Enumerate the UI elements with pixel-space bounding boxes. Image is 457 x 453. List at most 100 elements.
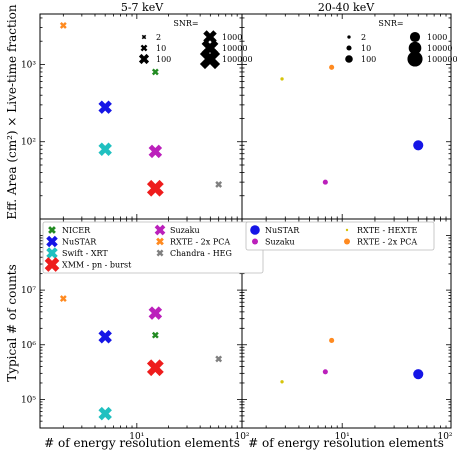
series-bottom-left (59, 295, 223, 421)
point-rxte-2x-pca (329, 64, 335, 70)
legend-marker (344, 238, 350, 245)
point-xmm-pn-burst (146, 359, 164, 377)
point-nicer (151, 331, 159, 339)
point-xmm-pn-burst-stroke-b (146, 359, 164, 377)
instrument-legend-right: NuSTAR Suzaku RXTE - HEXTE RXTE - 2x PCA (245, 221, 435, 251)
legend-marker-stroke-b (48, 226, 56, 234)
legend-marker (345, 228, 349, 232)
ylabel-bottom: Typical # of counts (5, 264, 19, 382)
point-nustar-stroke-b (98, 330, 112, 344)
snr-legend-marker (138, 53, 150, 65)
x-tick-label: 10² (437, 432, 452, 442)
snr-legend-marker-stroke-b (138, 53, 150, 65)
snr-legend-marker (409, 31, 421, 43)
legend-marker (154, 224, 166, 236)
snr-legend-label: 1000 (427, 33, 447, 42)
snr-legend-label: 2 (156, 33, 161, 42)
legend-label: NuSTAR (62, 238, 97, 247)
snr-legend-label: 100 (361, 55, 376, 64)
legend-label: RXTE - HEXTE (357, 226, 418, 235)
legend-label: Swift - XRT (62, 249, 108, 258)
xlabel-left: # of energy resolution elements (44, 436, 240, 450)
legend-marker (46, 247, 58, 259)
legend-marker (46, 235, 58, 248)
snr-legend-title: SNR= (378, 19, 403, 28)
snr-legend-right: SNR= 2 10 100 1000 10000 100000 (345, 19, 457, 67)
point-swift-xrt (98, 142, 112, 156)
snr-legend-left: SNR= 2 10 100 1000 10000 100000 (138, 19, 253, 70)
x-tick-label: 10¹ (129, 432, 144, 442)
snr-legend-label: 10 (156, 44, 166, 53)
legend-label: RXTE - 2x PCA (357, 238, 417, 247)
point-suzaku (148, 144, 163, 159)
snr-legend-marker (407, 51, 423, 67)
point-suzaku-stroke-b (148, 144, 163, 159)
point-suzaku (322, 179, 328, 185)
legend-label: NICER (62, 226, 91, 235)
y-tick-label: 10² (21, 138, 36, 148)
legend-marker (250, 225, 260, 235)
xlabel-right: # of energy resolution elements (248, 436, 444, 450)
point-rxte-2x-pca (59, 295, 67, 302)
legend-marker-stroke-b (46, 235, 58, 248)
legend-marker (156, 237, 164, 246)
snr-legend-marker (140, 44, 148, 52)
point-rxte-2x-pca-stroke-b (59, 22, 67, 29)
point-chandra-heg (215, 181, 223, 188)
legend-marker-stroke-b (156, 237, 164, 246)
point-suzaku-stroke-b (148, 306, 163, 320)
point-rxte-2x-pca (329, 337, 335, 343)
legend-marker (156, 249, 164, 257)
point-nicer-stroke-b (151, 331, 159, 339)
snr-legend-marker (141, 34, 147, 40)
legend-marker-stroke-b (156, 249, 164, 257)
point-rxte-2x-pca (59, 22, 67, 29)
legend-marker (44, 257, 60, 272)
snr-legend-marker (345, 55, 353, 63)
panel-frame-bottom-right (241, 218, 452, 429)
series-top-right (280, 64, 424, 185)
point-nustar (413, 369, 424, 380)
y-tick-label: 10⁶ (21, 341, 36, 351)
snr-legend-label: 1000 (222, 33, 242, 42)
panel-bottom-right (241, 218, 452, 429)
legend-label: Chandra - HEG (170, 249, 232, 258)
y-tick-label: 10⁷ (21, 286, 36, 296)
snr-legend-label: 100000 (427, 55, 457, 64)
series-top-left (59, 22, 223, 197)
x-tick-label: 10² (234, 432, 249, 442)
point-suzaku (148, 306, 163, 320)
y-tick-label: 10³ (21, 60, 36, 70)
point-nicer (151, 68, 159, 76)
snr-legend-marker (346, 45, 352, 51)
legend-label: Suzaku (265, 238, 295, 247)
snr-legend-marker (203, 30, 217, 44)
legend-label: NuSTAR (265, 226, 300, 235)
legend-label: XMM - pn - burst (62, 261, 132, 270)
ylabel-top: Eff. Area (cm²) × Live-time fraction (5, 4, 19, 220)
point-xmm-pn-burst (146, 179, 164, 197)
snr-legend-marker-stroke-b (140, 44, 148, 52)
point-rxte-hexte (280, 77, 284, 81)
snr-legend-marker (199, 48, 221, 70)
legend-marker-stroke-b (154, 224, 166, 236)
point-rxte-hexte (280, 380, 284, 384)
point-xmm-pn-burst-stroke-b (146, 179, 164, 197)
snr-legend-label: 100000 (222, 55, 253, 64)
x-tick-label: 10¹ (335, 432, 350, 442)
legend-marker (252, 238, 258, 245)
legend-label: Suzaku (170, 226, 200, 235)
snr-legend-marker-stroke-b (203, 30, 217, 44)
snr-legend-marker (347, 35, 351, 39)
point-swift-xrt-stroke-b (98, 406, 112, 421)
point-swift-xrt-stroke-b (98, 142, 112, 156)
point-nicer-stroke-b (151, 68, 159, 76)
instrument-legend-left: NICER NuSTAR Swift - XRT XMM - pn - burst Su… (42, 221, 264, 274)
snr-legend-label: 10 (361, 44, 371, 53)
panel-title-left: 5-7 keV (121, 1, 164, 14)
panel-title-right: 20-40 keV (318, 1, 375, 14)
snr-legend-label: 100 (156, 55, 171, 64)
snr-legend-marker-stroke-b (199, 48, 221, 70)
legend-label: RXTE - 2x PCA (170, 238, 230, 247)
